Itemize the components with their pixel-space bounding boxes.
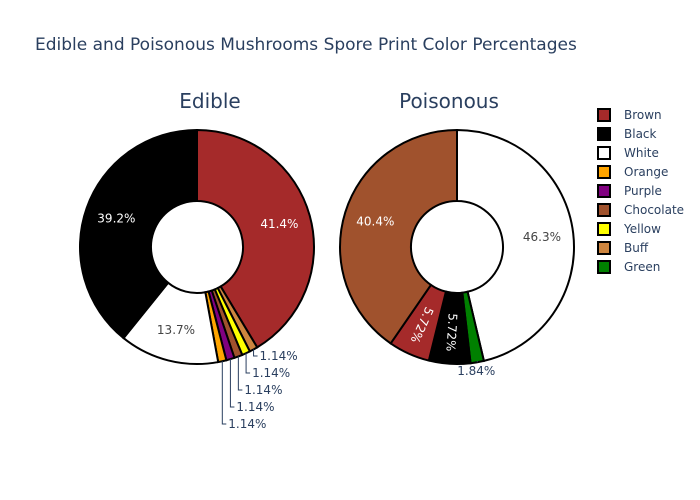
legend-item-orange[interactable]: Orange — [597, 165, 668, 179]
pie-title-edible: Edible — [179, 89, 240, 113]
legend-swatch — [597, 222, 611, 236]
legend-label: Buff — [624, 241, 649, 255]
slice-label-edible-orange: 1.14% — [228, 417, 266, 431]
slice-label-edible-brown: 41.4% — [260, 217, 298, 231]
legend-swatch — [597, 260, 611, 274]
legend-label: Brown — [624, 108, 662, 122]
slice-poisonous-chocolate[interactable] — [339, 128, 458, 345]
slice-label-edible-white: 13.7% — [157, 323, 195, 337]
legend-item-brown[interactable]: Brown — [597, 108, 662, 122]
slice-label-edible-black: 39.2% — [97, 212, 135, 226]
legend-label: White — [624, 146, 659, 160]
leader-line-edible-orange — [221, 361, 227, 425]
chart-title: Edible and Poisonous Mushrooms Spore Pri… — [35, 35, 577, 55]
pie-poisonous: 46.3%5.72%5.72%40.4%1.84% — [339, 128, 575, 378]
slice-poisonous-white[interactable] — [456, 128, 575, 363]
legend-swatch — [597, 127, 611, 141]
legend-label: Black — [624, 127, 657, 141]
slice-edible-black[interactable] — [79, 128, 198, 340]
legend-label: Purple — [624, 184, 662, 198]
legend-label: Chocolate — [624, 203, 684, 217]
legend-swatch — [597, 203, 611, 217]
pie-edible: 41.4% 13.7% 39.2% 1.14% 1.14% 1.14% 1.14% 1.14% — [79, 128, 315, 431]
leader-line-edible-chocolate — [237, 356, 243, 391]
leader-line-edible-yellow — [245, 353, 251, 374]
legend-label: Yellow — [623, 222, 661, 236]
legend[interactable]: Brown Black White Orange Purple Chocolate Yell… — [597, 108, 684, 274]
legend-swatch — [597, 165, 611, 179]
slice-label-edible-chocolate: 1.14% — [244, 383, 282, 397]
legend-item-chocolate[interactable]: Chocolate — [597, 203, 684, 217]
legend-swatch — [597, 108, 611, 122]
pie-title-poisonous: Poisonous — [399, 89, 499, 113]
legend-swatch — [597, 184, 611, 198]
slice-label-edible-yellow: 1.14% — [252, 366, 290, 380]
legend-label: Orange — [624, 165, 668, 179]
legend-swatch — [597, 146, 611, 160]
slice-label-edible-buff: 1.14% — [260, 349, 298, 363]
slice-label-edible-purple: 1.14% — [236, 400, 274, 414]
leader-line-edible-buff — [253, 349, 258, 357]
legend-item-black[interactable]: Black — [597, 127, 657, 141]
legend-item-yellow[interactable]: Yellow — [597, 222, 661, 236]
legend-item-purple[interactable]: Purple — [597, 184, 662, 198]
slice-label-poisonous-chocolate: 40.4% — [356, 215, 394, 229]
legend-item-white[interactable]: White — [597, 146, 659, 160]
legend-item-green[interactable]: Green — [597, 260, 660, 274]
legend-swatch — [597, 241, 611, 255]
slice-label-poisonous-green: 1.84% — [457, 364, 495, 378]
slice-edible-brown[interactable] — [196, 128, 315, 349]
legend-label: Green — [624, 260, 660, 274]
leader-line-edible-purple — [229, 359, 235, 408]
legend-item-buff[interactable]: Buff — [597, 241, 649, 255]
slice-label-poisonous-black: 5.72% — [443, 313, 459, 352]
slice-label-poisonous-white: 46.3% — [523, 230, 561, 244]
